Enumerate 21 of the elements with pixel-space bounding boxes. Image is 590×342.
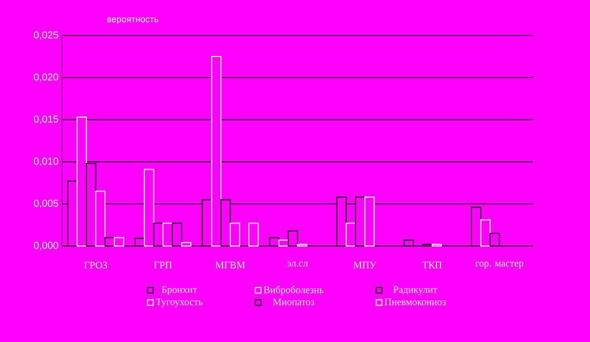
y-axis-title: вероятность xyxy=(107,17,158,24)
y-tick-label: 0,015 xyxy=(34,116,58,124)
y-tick-label: 0,010 xyxy=(34,158,58,166)
y-tick-label: 0,020 xyxy=(34,73,58,82)
legend-label: Виброболезнь xyxy=(264,286,324,296)
x-tick-label: ГРОЗ xyxy=(84,262,108,268)
x-tick-label: МПУ xyxy=(354,262,376,268)
bar xyxy=(248,222,259,246)
legend-label: Миопатоз xyxy=(273,298,314,306)
x-tick-label: МГВМ xyxy=(215,262,246,268)
x-tick-label: ГРП xyxy=(154,262,172,268)
y-tick-label: 0,005 xyxy=(34,200,58,208)
legend-label: Пневмокониоз xyxy=(384,298,446,306)
legend-label: Тугоухость xyxy=(156,298,203,308)
x-tick-label: ТКП xyxy=(422,262,442,268)
y-tick-label: 0,025 xyxy=(34,31,58,40)
legend-label: Радикулит xyxy=(393,286,438,295)
x-tick-label: эл.сл xyxy=(287,262,308,267)
legend-label: Бронхит xyxy=(162,286,197,295)
x-tick-label: гор. мастер xyxy=(475,262,524,269)
y-tick-label: 0,000 xyxy=(34,242,58,250)
